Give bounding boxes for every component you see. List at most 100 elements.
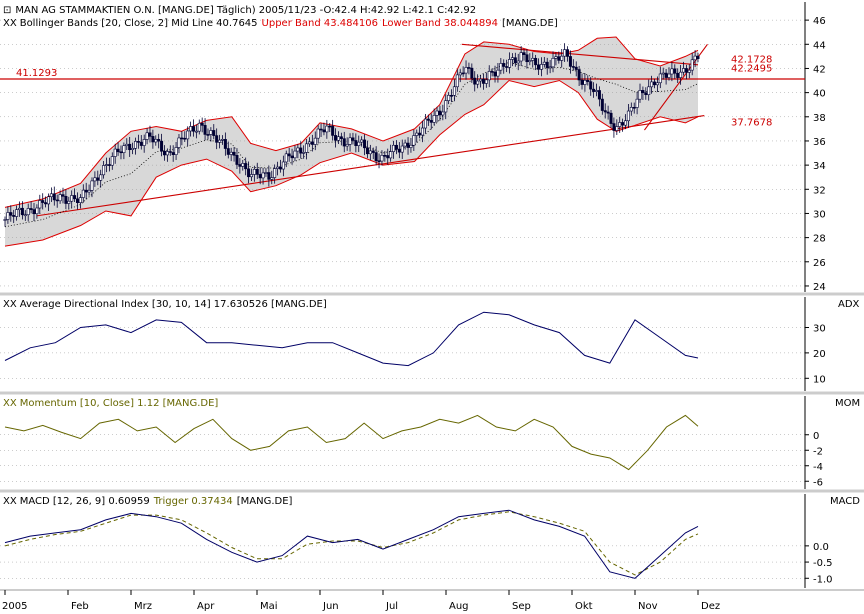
candle-body: [647, 86, 651, 96]
x-tick-label: Mrz: [134, 601, 152, 612]
candle-body: [154, 138, 158, 143]
price-tick-label: 42: [813, 64, 826, 75]
bollinger-legend-icon: XX: [3, 18, 17, 29]
horizontal-line-label: 41.1293: [16, 68, 57, 79]
candle-body: [589, 81, 593, 90]
macd-line: [4, 509, 699, 579]
candle-body: [516, 60, 520, 64]
macd-legend-icon: XX: [3, 496, 17, 507]
momentum-line: [4, 414, 699, 471]
x-tick-label: Sep: [512, 601, 531, 612]
candle-body: [191, 126, 195, 132]
candle-body: [618, 122, 622, 127]
candle-body: [177, 137, 181, 148]
candle-body: [539, 64, 543, 70]
candle-body: [160, 140, 164, 152]
candle-body: [499, 63, 503, 71]
candle-body: [319, 128, 323, 131]
candle-body: [273, 168, 277, 178]
candle-body: [493, 71, 497, 77]
adx-line: [4, 311, 699, 367]
candle-body: [406, 142, 410, 148]
candle-body: [496, 69, 500, 77]
candle-body: [542, 61, 546, 65]
candle-body: [165, 151, 169, 156]
candle-body: [592, 88, 596, 92]
candle-body: [679, 71, 683, 78]
candle-body: [658, 73, 662, 84]
candle-body: [226, 148, 230, 155]
candle-body: [244, 163, 248, 170]
candle-body: [505, 66, 509, 68]
candle-body: [481, 78, 485, 84]
x-tick-label: Jun: [322, 601, 339, 612]
candle-body: [310, 141, 314, 145]
adx-legend: XX Average Directional Index [30, 10, 14]…: [3, 299, 327, 310]
candle-body: [606, 111, 610, 114]
candle-body: [368, 150, 372, 155]
candle-body: [661, 72, 665, 75]
candle-body: [386, 155, 390, 159]
momentum-legend: XX Momentum [10, Close] 1.12 [MANG.DE]: [3, 398, 218, 409]
chart-title: ⊡ MAN AG STAMMAKTIEN O.N. [MANG.DE] Tägli…: [3, 5, 476, 16]
momentum-tick-label: -4: [813, 462, 823, 473]
candle-body: [557, 56, 561, 61]
candle-body: [6, 212, 10, 220]
candle-body: [467, 67, 471, 69]
macd-side-label: MACD: [830, 496, 860, 507]
candle-body: [484, 79, 488, 84]
candle-body: [432, 115, 436, 123]
x-axis[interactable]: 2005 Feb Mrz Apr Mai Jun Jul Aug Sep Okt Nov Dez: [2, 590, 720, 612]
chart-icon: ⊡: [3, 5, 11, 16]
candle-body: [35, 207, 39, 215]
candle-body: [563, 49, 567, 57]
candle-body: [15, 209, 19, 217]
candle-body: [548, 66, 552, 69]
candle-body: [107, 164, 111, 166]
candle-body: [215, 135, 219, 143]
candle-body: [365, 147, 369, 155]
candle-body: [174, 147, 178, 155]
candle-body: [423, 118, 427, 129]
x-tick-label: Aug: [449, 601, 469, 612]
price-level-label: 42.1728: [731, 54, 772, 65]
candle-body: [235, 155, 239, 165]
candle-body: [360, 139, 364, 143]
candle-body: [664, 72, 668, 78]
candle-body: [171, 152, 175, 155]
candle-body: [595, 90, 599, 92]
candle-body: [206, 134, 210, 136]
candle-body: [151, 136, 155, 143]
candle-body: [597, 90, 601, 100]
candle-body: [345, 144, 349, 147]
candle-body: [655, 82, 659, 86]
bollinger-mid-line: [4, 61, 699, 228]
candle-body: [444, 100, 448, 113]
x-tick-label: 2005: [2, 601, 27, 612]
x-tick-label: Apr: [197, 601, 215, 612]
candle-body: [229, 151, 233, 155]
trendline[interactable]: [461, 43, 699, 66]
candle-body: [377, 160, 381, 163]
candle-body: [252, 168, 256, 175]
candle-body: [136, 141, 140, 143]
candle-body: [566, 49, 570, 57]
candle-body: [693, 55, 697, 61]
candle-body: [81, 189, 85, 198]
trendline[interactable]: [36, 115, 705, 217]
candle-body: [473, 77, 477, 85]
candle-body: [313, 137, 317, 145]
candle-body: [400, 145, 404, 153]
candle-body: [551, 57, 555, 68]
candle-body: [441, 111, 445, 116]
candle-body: [133, 141, 137, 149]
candle-body: [383, 155, 387, 157]
candle-body: [450, 94, 454, 97]
candle-body: [479, 78, 483, 82]
adx-panel: 30 20 10 XX Average Directional Index [30, …: [0, 297, 860, 391]
candle-body: [3, 219, 7, 221]
bollinger-upper-band: [4, 36, 699, 208]
candle-body: [87, 189, 91, 193]
candle-body: [122, 145, 126, 154]
